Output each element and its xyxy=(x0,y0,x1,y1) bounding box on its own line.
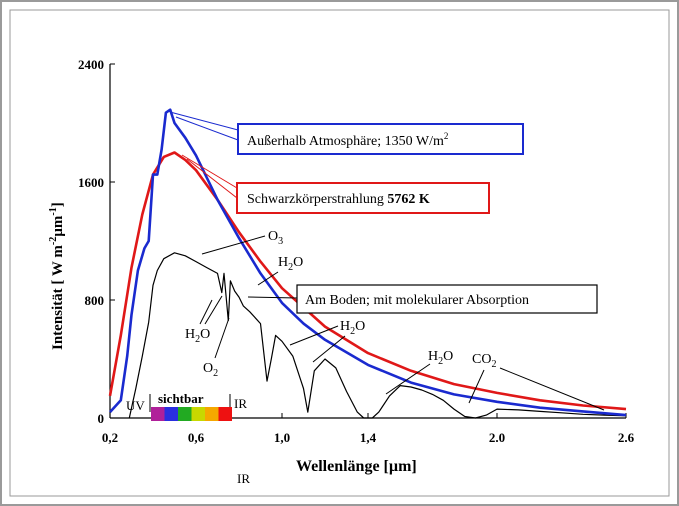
x-tick-label: 0,2 xyxy=(102,430,118,445)
visible-spectrum-strip xyxy=(151,407,232,421)
inner-border xyxy=(9,9,670,497)
label-o3: O3 xyxy=(268,229,283,247)
series-layer xyxy=(108,108,627,419)
arrow-co2-a xyxy=(468,369,485,404)
y-tick-label: 1600 xyxy=(78,175,104,190)
series-line-blackbody xyxy=(108,151,627,411)
arrow-h2o-2a xyxy=(199,299,213,325)
series-line-outside xyxy=(109,108,627,417)
x-tick-label: 0,6 xyxy=(188,430,205,445)
arrow-h2o-3b xyxy=(312,335,346,363)
band-uv-label: UV xyxy=(126,398,145,413)
legend-outside-label: Außerhalb Atmosphäre; 1350 W/m2 xyxy=(247,131,448,149)
x-axis-label: Wellenlänge [µm] xyxy=(296,458,417,475)
spectrum-bands: UV sichtbar IR IR xyxy=(126,391,250,486)
arrow-blackbody-2 xyxy=(186,158,238,199)
arrow-o2 xyxy=(214,317,230,359)
legend-ground-label: Am Boden; mit molekularer Absorption xyxy=(305,293,529,308)
spectrum-swatch xyxy=(164,407,178,421)
label-h2o-3: H2O xyxy=(340,319,365,337)
band-ir-label-below: IR xyxy=(237,471,250,486)
arrow-outside-1 xyxy=(169,111,239,131)
axis-ticks: 0 800 1600 2400 0,2 0,6 1,0 1,4 2.0 2.6 xyxy=(78,57,635,445)
legend-blackbody-label: Schwarzkörperstrahlung 5762 K xyxy=(247,192,430,207)
spectrum-swatch xyxy=(205,407,219,421)
arrow-o3 xyxy=(201,235,266,255)
x-tick-label: 1,0 xyxy=(274,430,290,445)
label-h2o-4: H2O xyxy=(428,349,453,367)
legend-box-blackbody xyxy=(236,182,490,214)
band-visible-label: sichtbar xyxy=(158,391,204,406)
label-h2o-2: H2O xyxy=(185,327,210,345)
arrow-blackbody-1 xyxy=(181,154,238,189)
band-ir-label-inline: IR xyxy=(234,396,247,411)
spectrum-swatch xyxy=(178,407,192,421)
label-co2: CO2 xyxy=(472,352,496,370)
legend-box-outside xyxy=(237,123,524,155)
label-o2: O2 xyxy=(203,361,218,379)
arrow-co2-b xyxy=(499,367,605,411)
x-tick-label: 1,4 xyxy=(360,430,377,445)
y-tick-label: 800 xyxy=(85,293,105,308)
arrow-ground xyxy=(247,296,298,299)
label-h2o-1: H2O xyxy=(278,255,303,273)
legend-box-ground xyxy=(296,284,598,314)
spectrum-swatch xyxy=(151,407,165,421)
arrow-h2o-4 xyxy=(385,363,431,395)
y-tick-label: 2400 xyxy=(78,57,104,72)
series-line-ground xyxy=(128,252,627,419)
y-axis-label: Intensität [ W m-2µm-1] xyxy=(48,202,66,350)
arrow-h2o-2b xyxy=(204,295,223,325)
arrow-h2o-1 xyxy=(257,271,279,286)
y-tick-label: 0 xyxy=(98,411,105,426)
x-tick-label: 2.6 xyxy=(618,430,635,445)
annotations: Außerhalb Atmosphäre; 1350 W/m2 Schwarzk… xyxy=(169,111,605,411)
x-tick-label: 2.0 xyxy=(489,430,505,445)
spectrum-swatch xyxy=(191,407,205,421)
arrow-outside-2 xyxy=(175,116,239,141)
arrow-h2o-3a xyxy=(289,325,339,346)
spectrum-swatch xyxy=(218,407,232,421)
